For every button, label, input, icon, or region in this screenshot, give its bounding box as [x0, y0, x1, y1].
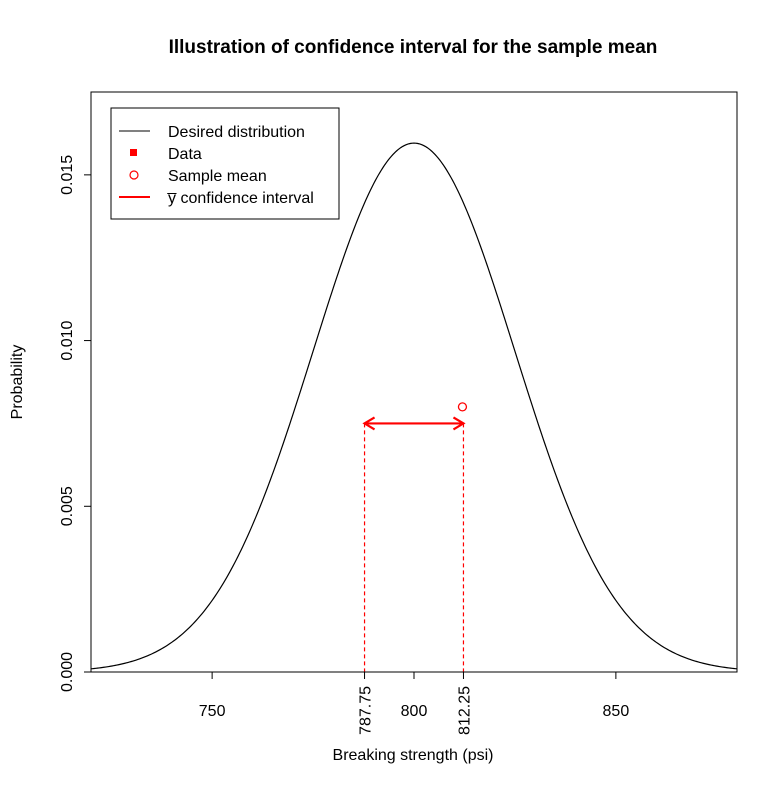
x-tick-label: 750: [199, 703, 226, 720]
x-axis-label: Breaking strength (psi): [333, 747, 494, 764]
legend-box: [110, 107, 340, 220]
y-axis-ticks: 0.000 0.005 0.010 0.015: [59, 155, 91, 692]
y-tick-label: 0.005: [59, 486, 76, 526]
y-tick-label: 0.010: [59, 320, 76, 360]
legend-square-swatch: [130, 149, 137, 156]
legend: Desired distribution Data Sample mean y̅…: [110, 107, 340, 220]
confidence-interval-layer: [362, 402, 468, 672]
x-axis-ticks: 750 800 850 787.75 812.25: [199, 672, 630, 735]
legend-label: Desired distribution: [168, 124, 305, 141]
y-tick-label: 0.000: [59, 652, 76, 692]
y-tick-label: 0.015: [59, 155, 76, 195]
x-tick-label: 850: [603, 703, 630, 720]
legend-label: y̅ confidence interval: [167, 190, 314, 207]
distribution-curve-layer: [90, 142, 738, 673]
x-tick-label-rotated: 812.25: [456, 686, 473, 735]
y-axis-label: Probability: [9, 345, 26, 420]
legend-label: Data: [168, 146, 202, 163]
legend-circle-swatch: [129, 170, 139, 180]
ci-right-arrowhead: [452, 416, 466, 431]
x-tick-label: 800: [401, 703, 428, 720]
chart-title: Illustration of confidence interval for …: [169, 37, 658, 58]
ci-left-arrowhead: [362, 416, 376, 431]
plot-frame: [90, 91, 738, 673]
sample-mean-point: [457, 402, 468, 412]
legend-label: Sample mean: [168, 168, 267, 185]
x-tick-label-rotated: 787.75: [358, 686, 375, 735]
density-curve: [90, 142, 738, 670]
